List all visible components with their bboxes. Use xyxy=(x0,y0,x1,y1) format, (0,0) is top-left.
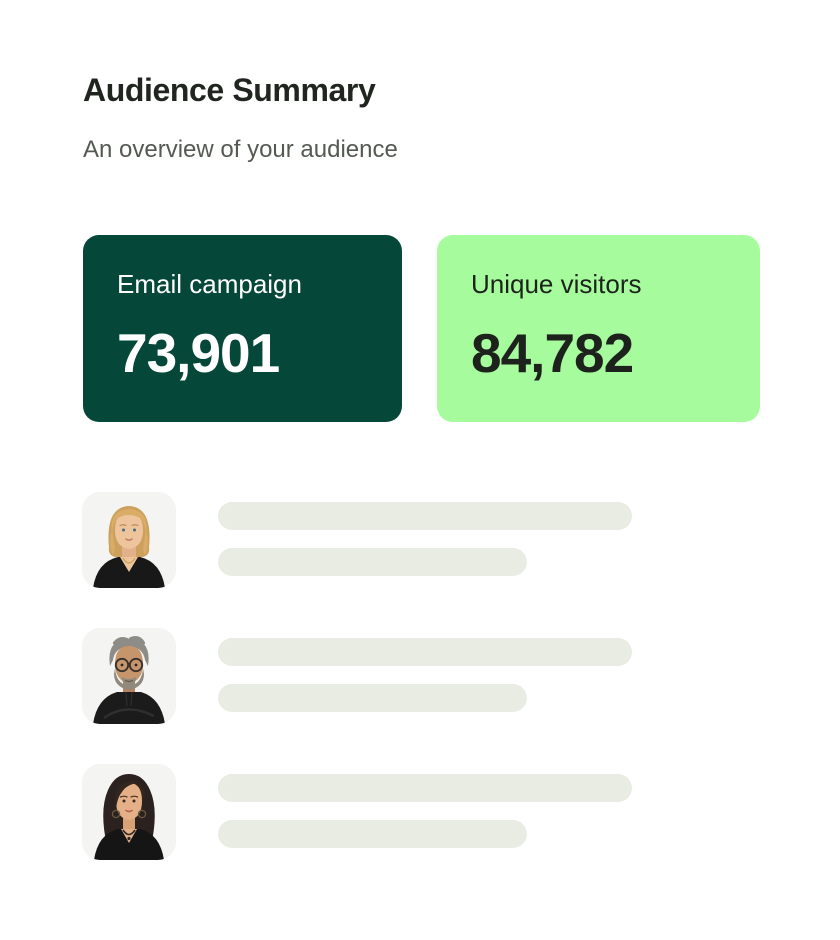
skeleton-text-line-short xyxy=(218,548,527,576)
stat-value-unique-visitors: 84,782 xyxy=(471,322,634,385)
skeleton-text-line-long xyxy=(218,774,632,802)
man-gray-hair-glasses-portrait-icon xyxy=(82,628,176,724)
avatar xyxy=(82,764,176,860)
stat-label-email-campaign: Email campaign xyxy=(117,269,302,299)
woman-blonde-bob-portrait-icon xyxy=(82,492,176,588)
skeleton-text-line-long xyxy=(218,502,632,530)
list-item xyxy=(82,628,632,724)
skeleton-text-line-long xyxy=(218,638,632,666)
avatar xyxy=(82,628,176,724)
woman-long-dark-hair-portrait-icon xyxy=(82,764,176,860)
skeleton-lines xyxy=(218,628,632,724)
avatar xyxy=(82,492,176,588)
stat-value-email-campaign: 73,901 xyxy=(117,322,280,385)
page-title: Audience Summary xyxy=(83,72,376,108)
skeleton-lines xyxy=(218,764,632,860)
stat-card-unique-visitors: Unique visitors 84,782 xyxy=(437,235,760,422)
audience-list xyxy=(82,492,632,900)
skeleton-text-line-short xyxy=(218,820,527,848)
skeleton-text-line-short xyxy=(218,684,527,712)
list-item xyxy=(82,492,632,588)
stats-row: Email campaign 73,901 Unique visitors 84… xyxy=(83,235,760,422)
list-item xyxy=(82,764,632,860)
stat-label-unique-visitors: Unique visitors xyxy=(471,269,642,299)
page-subtitle: An overview of your audience xyxy=(83,136,398,163)
stat-card-email-campaign: Email campaign 73,901 xyxy=(83,235,402,422)
skeleton-lines xyxy=(218,492,632,588)
